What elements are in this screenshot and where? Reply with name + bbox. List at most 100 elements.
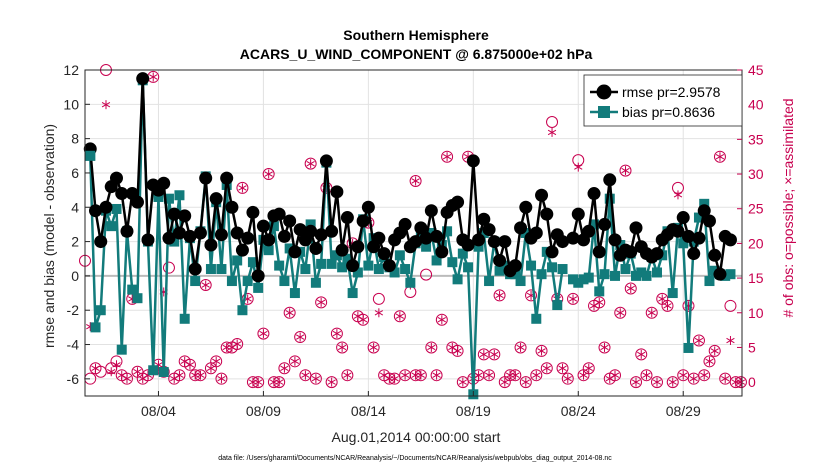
bias-point: [305, 219, 316, 230]
bias-point: [127, 284, 138, 295]
obs-possible-point: [724, 299, 737, 312]
x-tick-layer: 08/04 08/09 08/14 08/19 08/24 08/29: [141, 391, 701, 419]
obs-assimilated-point: [122, 374, 132, 384]
bias-point: [274, 260, 285, 271]
rmse-point: [430, 229, 444, 243]
x-axis-label: Aug.01,2014 00:00:00 start: [332, 429, 501, 445]
y2-tick-layer: 0 5 10 15 20 25 30 35 40 45: [737, 62, 764, 390]
rmse-point: [556, 235, 570, 249]
rmse-point: [477, 212, 491, 226]
obs-possible-point: [262, 168, 275, 181]
obs-possible-point: [483, 369, 496, 382]
obs-assimilated-point: [233, 339, 242, 349]
y2-tick-label: 5: [748, 339, 756, 355]
bias-point: [693, 212, 704, 223]
obs-possible-point: [425, 341, 438, 354]
obs-assimilated-point: [542, 363, 551, 373]
obs-assimilated-point: [479, 349, 488, 359]
bias-point: [400, 264, 411, 275]
obs-possible-point: [525, 289, 538, 302]
bias-point: [431, 255, 442, 266]
x-tick-label: 08/24: [561, 403, 596, 419]
y2-tick-label: 10: [748, 305, 764, 321]
obs-assimilated-point: [101, 100, 111, 110]
rmse-point: [608, 233, 622, 247]
rmse-point: [519, 200, 533, 214]
legend-rmse-label: rmse pr=2.9578: [622, 84, 721, 100]
rmse-point: [687, 247, 701, 261]
obs-assimilated-point: [584, 363, 593, 373]
obs-possible-point: [309, 372, 322, 385]
bias-point: [651, 267, 662, 278]
obs-possible-point: [162, 261, 175, 274]
obs-possible-point: [682, 299, 695, 312]
obs-assimilated-point: [191, 370, 200, 380]
rmse-point: [587, 187, 601, 201]
obs-possible-point: [210, 355, 223, 368]
rmse-point: [424, 204, 438, 218]
obs-possible-point: [561, 372, 574, 385]
y-axis-label: rmse and bias (model - observation): [41, 124, 57, 348]
obs-assimilated-point: [117, 370, 126, 380]
rmse-point: [183, 229, 197, 243]
bias-point: [116, 344, 127, 355]
bias-point: [90, 322, 101, 333]
obs-assimilated-point: [180, 356, 189, 366]
bias-point: [85, 150, 96, 161]
rmse-point: [498, 235, 512, 249]
bias-point: [589, 219, 600, 230]
obs-assimilated-point: [537, 346, 546, 356]
bias-point: [389, 267, 400, 278]
rmse-point: [178, 209, 192, 223]
obs-assimilated-point: [547, 127, 557, 137]
rmse-point: [671, 224, 685, 238]
rmse-point: [214, 228, 228, 242]
bias-point: [457, 248, 468, 259]
obs-possible-point: [677, 369, 690, 382]
obs-possible-point: [420, 268, 433, 281]
bias-point: [583, 272, 594, 283]
rmse-point: [713, 267, 727, 281]
obs-possible-point: [546, 116, 559, 129]
bias-point: [232, 255, 243, 266]
obs-assimilated-point: [663, 301, 672, 311]
y-tick-label: 2: [71, 234, 79, 250]
rmse-point: [130, 195, 144, 209]
obs-possible-point: [299, 369, 312, 382]
obs-assimilated-point: [505, 370, 515, 380]
obs-possible-point: [283, 306, 296, 319]
bias-point: [704, 276, 715, 287]
plot-frame: [84, 69, 743, 397]
obs-assimilated-point: [490, 349, 499, 359]
obs-possible-point: [540, 362, 553, 375]
rmse-point: [545, 245, 559, 259]
obs-possible-point: [567, 292, 580, 305]
obs-possible-point: [257, 327, 270, 340]
obs-assimilated-point: [705, 356, 714, 366]
rmse-point: [466, 154, 480, 168]
obs-possible-point: [477, 348, 490, 361]
x-tick-label: 08/19: [456, 403, 491, 419]
obs-possible-point: [330, 327, 343, 340]
series-layer: [83, 72, 737, 400]
x-tick-label: 08/09: [246, 403, 281, 419]
obs-possible-point: [393, 310, 406, 323]
bias-point: [352, 267, 363, 278]
obs-assimilated-point: [427, 342, 436, 352]
bias-point: [363, 260, 374, 271]
bias-point: [342, 253, 353, 264]
rmse-point: [603, 173, 617, 187]
bias-point: [242, 276, 253, 287]
rmse-point: [188, 262, 202, 276]
bias-point: [620, 264, 631, 275]
rmse-point: [109, 171, 123, 185]
obs-possible-point: [435, 313, 448, 326]
y-tick-label: 10: [63, 96, 79, 112]
obs-assimilated-point: [453, 346, 462, 356]
obs-possible-point: [666, 376, 679, 389]
rmse-point: [351, 240, 365, 254]
x-tick-label: 08/14: [351, 403, 386, 419]
rmse-point: [193, 226, 207, 240]
obs-possible-point: [294, 331, 307, 344]
obs-assimilated-point: [511, 370, 520, 380]
